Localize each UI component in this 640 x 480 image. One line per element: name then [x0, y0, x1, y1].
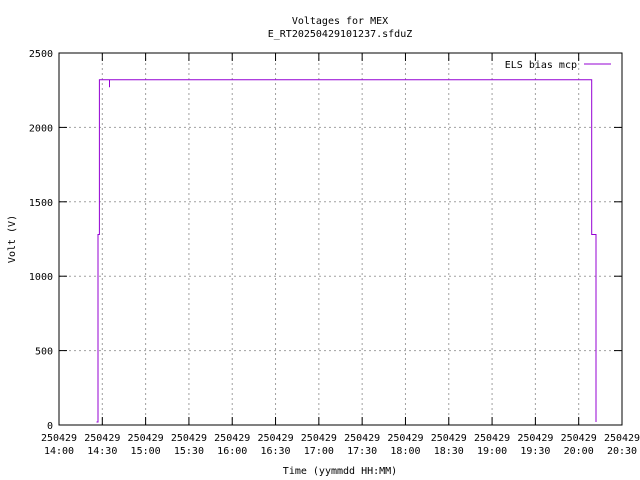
grid-lines	[59, 53, 622, 425]
x-axis-ticks: 250429 14:00 250429 14:30 250429 15:00 250429 1…	[41, 53, 640, 457]
x-tick-time: 15:00	[131, 446, 161, 457]
y-tick-label: 2000	[29, 123, 53, 134]
y-tick-label: 1000	[29, 272, 53, 283]
x-tick-date: 250429	[301, 433, 337, 444]
x-tick-date: 250429	[561, 433, 597, 444]
x-tick-date: 250429	[474, 433, 510, 444]
els-bias-mcp-line	[96, 79, 597, 423]
x-tick-date: 250429	[41, 433, 77, 444]
y-tick-label: 500	[35, 347, 53, 358]
y-tick-label: 0	[47, 421, 53, 432]
x-tick-time: 19:30	[520, 446, 550, 457]
x-tick-time: 15:30	[174, 446, 204, 457]
x-tick-time: 19:00	[477, 446, 507, 457]
x-tick-time: 17:30	[347, 446, 377, 457]
x-tick-date: 250429	[257, 433, 293, 444]
chart-title: Voltages for MEX	[292, 16, 388, 27]
x-tick-date: 250429	[387, 433, 423, 444]
y-tick-label: 1500	[29, 198, 53, 209]
x-tick-time: 14:30	[87, 446, 117, 457]
x-tick-date: 250429	[604, 433, 640, 444]
x-tick-time: 18:30	[434, 446, 464, 457]
x-tick-date: 250429	[431, 433, 467, 444]
x-tick-time: 20:00	[564, 446, 594, 457]
plot-frame	[58, 52, 623, 426]
x-tick-date: 250429	[171, 433, 207, 444]
x-tick-date: 250429	[84, 433, 120, 444]
chart-subtitle: E_RT20250429101237.sfduZ	[268, 29, 413, 40]
x-tick-time: 16:00	[217, 446, 247, 457]
x-tick-date: 250429	[214, 433, 250, 444]
x-tick-time: 20:30	[607, 446, 637, 457]
x-tick-date: 250429	[517, 433, 553, 444]
x-axis-label: Time (yymmdd HH:MM)	[283, 466, 397, 477]
x-tick-date: 250429	[128, 433, 164, 444]
y-axis-label: Volt (V)	[7, 215, 18, 263]
legend-label: ELS bias mcp	[505, 60, 577, 71]
x-tick-time: 17:00	[304, 446, 334, 457]
x-tick-time: 18:00	[390, 446, 420, 457]
x-tick-time: 14:00	[44, 446, 74, 457]
legend: ELS bias mcp	[505, 60, 611, 71]
y-tick-label: 2500	[29, 49, 53, 60]
x-tick-time: 16:30	[260, 446, 290, 457]
y-axis-ticks: 0 500 1000 1500 2000 2500	[29, 49, 622, 432]
x-tick-date: 250429	[344, 433, 380, 444]
